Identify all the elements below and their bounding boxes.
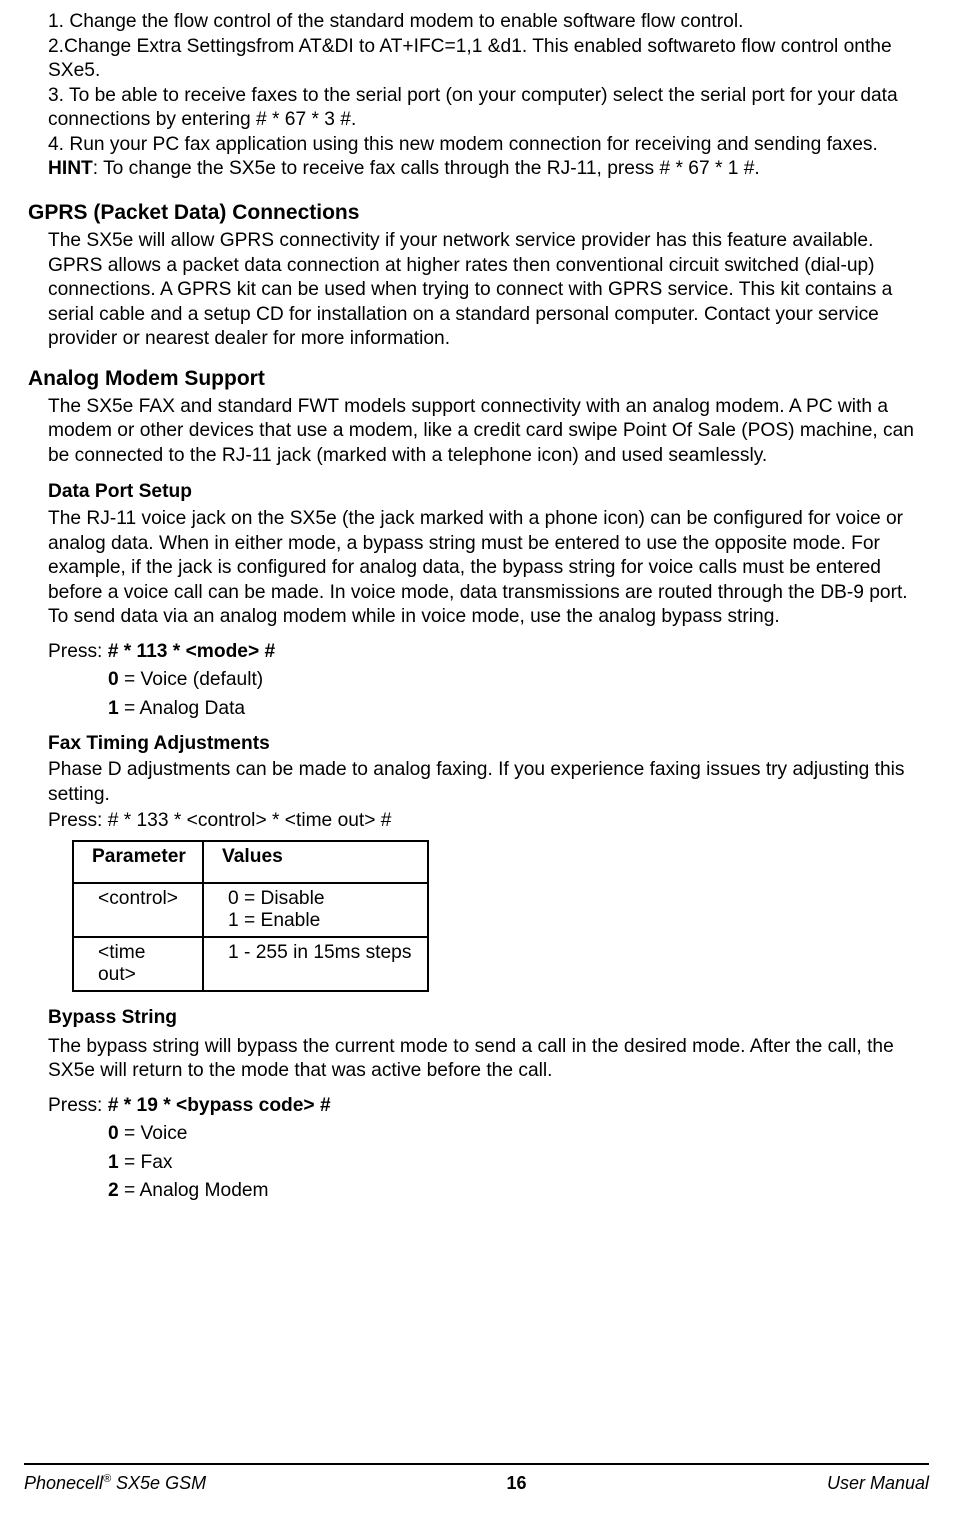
b-opt1-key: 1 — [108, 1152, 119, 1173]
b-opt0-val: = Voice — [119, 1123, 188, 1144]
bypass-opt-1: 1 = Fax — [108, 1151, 925, 1176]
hint-line: HINT: To change the SX5e to receive fax … — [48, 157, 925, 182]
hint-label: HINT — [48, 158, 93, 179]
dataport-body: The RJ-11 voice jack on the SX5e (the ja… — [48, 507, 925, 630]
control-value-1: 1 = Enable — [228, 910, 320, 931]
dataport-opt-0: 0 = Voice (default) — [108, 668, 925, 693]
footer-left: Phonecell® SX5e GSM — [24, 1473, 206, 1494]
footer-rule — [24, 1463, 929, 1465]
bypass-press-line: Press: # * 19 * <bypass code> # — [48, 1094, 925, 1119]
table-header-row: Parameter Values — [73, 841, 428, 883]
b-opt0-key: 0 — [108, 1123, 119, 1144]
fax-timing-body: Phase D adjustments can be made to analo… — [48, 758, 925, 807]
b-opt2-key: 2 — [108, 1180, 119, 1201]
td-control-values: 0 = Disable 1 = Enable — [203, 883, 428, 937]
bypass-opt-0: 0 = Voice — [108, 1122, 925, 1147]
footer-model: SX5e GSM — [111, 1473, 206, 1493]
analog-body: The SX5e FAX and standard FWT models sup… — [48, 395, 925, 469]
td-timeout-values: 1 - 255 in 15ms steps — [203, 937, 428, 991]
analog-body-block: The SX5e FAX and standard FWT models sup… — [28, 395, 925, 1204]
bypass-opt-2: 2 = Analog Modem — [108, 1179, 925, 1204]
b-opt2-val: = Analog Modem — [119, 1180, 269, 1201]
fax-timing-press: Press: # * 133 * <control> * <time out> … — [48, 809, 925, 834]
dataport-options: 0 = Voice (default) 1 = Analog Data — [48, 668, 925, 721]
step-2: 2.Change Extra Settingsfrom AT&DI to AT+… — [48, 35, 925, 84]
th-parameter: Parameter — [73, 841, 203, 883]
dataport-opt-1: 1 = Analog Data — [108, 697, 925, 722]
fax-timing-heading: Fax Timing Adjustments — [48, 732, 925, 757]
opt1-key: 1 — [108, 698, 119, 719]
th-values: Values — [203, 841, 428, 883]
fax-timing-table: Parameter Values <control> 0 = Disable 1… — [72, 840, 429, 992]
dataport-heading: Data Port Setup — [48, 480, 925, 505]
bypass-press-command: # * 19 * <bypass code> # — [108, 1095, 331, 1116]
opt1-val: = Analog Data — [119, 698, 245, 719]
opt0-key: 0 — [108, 669, 119, 690]
footer-brand: Phonecell — [24, 1473, 103, 1493]
step-4: 4. Run your PC fax application using thi… — [48, 133, 925, 158]
gprs-body-block: The SX5e will allow GPRS connectivity if… — [28, 229, 925, 352]
top-instruction-block: 1. Change the flow control of the standa… — [28, 10, 925, 182]
td-timeout: <time out> — [73, 937, 203, 991]
analog-heading: Analog Modem Support — [28, 366, 925, 393]
opt0-val: = Voice (default) — [119, 669, 264, 690]
bypass-options: 0 = Voice 1 = Fax 2 = Analog Modem — [48, 1122, 925, 1204]
hint-text: : To change the SX5e to receive fax call… — [93, 158, 760, 179]
control-value-0: 0 = Disable — [228, 888, 325, 909]
gprs-body: The SX5e will allow GPRS connectivity if… — [48, 229, 925, 352]
bypass-body: The bypass string will bypass the curren… — [48, 1035, 925, 1084]
bypass-press-label: Press: — [48, 1095, 108, 1116]
bypass-heading: Bypass String — [48, 1006, 925, 1031]
gprs-heading: GPRS (Packet Data) Connections — [28, 200, 925, 227]
dataport-press-line: Press: # * 113 * <mode> # — [48, 640, 925, 665]
step-1: 1. Change the flow control of the standa… — [48, 10, 925, 35]
registered-icon: ® — [103, 1473, 111, 1485]
page-number: 16 — [507, 1473, 527, 1494]
press-command: # * 113 * <mode> # — [108, 641, 275, 662]
press-label: Press: — [48, 641, 108, 662]
td-control: <control> — [73, 883, 203, 937]
table-row: <control> 0 = Disable 1 = Enable — [73, 883, 428, 937]
page-footer: Phonecell® SX5e GSM 16 User Manual — [0, 1463, 953, 1494]
footer-row: Phonecell® SX5e GSM 16 User Manual — [24, 1473, 929, 1494]
b-opt1-val: = Fax — [119, 1152, 173, 1173]
footer-right: User Manual — [827, 1473, 929, 1494]
step-3: 3. To be able to receive faxes to the se… — [48, 84, 925, 133]
content-area: 1. Change the flow control of the standa… — [20, 10, 933, 1204]
page: 1. Change the flow control of the standa… — [0, 0, 953, 1514]
table-row: <time out> 1 - 255 in 15ms steps — [73, 937, 428, 991]
